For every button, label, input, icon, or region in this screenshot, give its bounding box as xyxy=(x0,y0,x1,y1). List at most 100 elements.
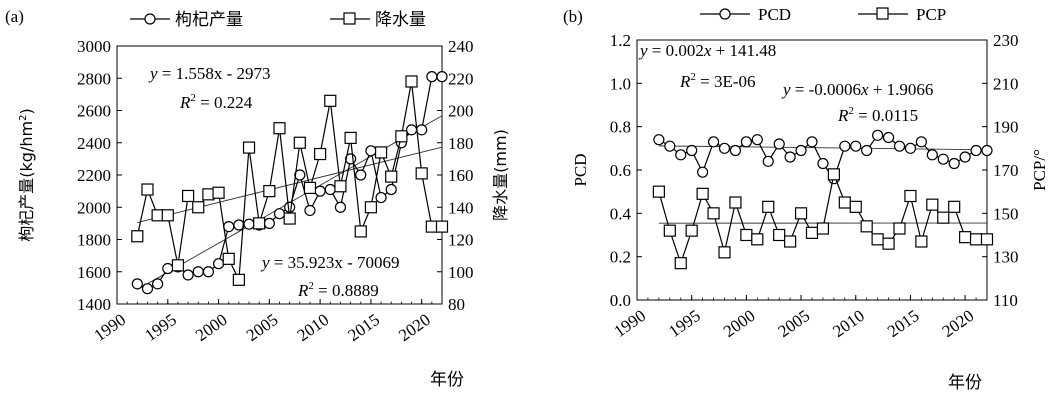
data-point-circle xyxy=(730,146,740,156)
panel-a-yield-equation: y = 35.923x - 70069 xyxy=(260,253,400,272)
data-point-circle xyxy=(224,222,234,232)
y-left-tick-label: 2800 xyxy=(77,69,111,88)
data-point-square xyxy=(274,123,285,134)
data-point-square xyxy=(284,213,295,224)
data-point-circle xyxy=(153,279,163,289)
data-point-circle xyxy=(774,139,784,149)
data-point-circle xyxy=(949,159,959,169)
y-left-tick-label: 1.0 xyxy=(610,74,631,93)
data-point-square xyxy=(365,202,376,213)
data-point-circle xyxy=(203,267,213,277)
y-left-tick-label: 1400 xyxy=(77,295,111,314)
data-point-square xyxy=(927,199,938,210)
panel-a-x-axis-title: 年份 xyxy=(430,370,464,390)
data-point-square xyxy=(172,260,183,271)
data-point-circle xyxy=(665,141,675,151)
data-point-square xyxy=(938,212,949,223)
data-point-square xyxy=(752,234,763,245)
panel-b-left-axis-title: PCD xyxy=(571,153,590,186)
data-point-circle xyxy=(698,167,708,177)
data-point-square xyxy=(193,202,204,213)
data-point-circle xyxy=(982,146,992,156)
data-point-circle xyxy=(654,135,664,145)
data-point-square xyxy=(982,234,993,245)
data-point-circle xyxy=(840,141,850,151)
y-right-tick-label: 110 xyxy=(993,291,1018,310)
data-point-square xyxy=(828,169,839,180)
panel-a-precip-r2: R2 = 0.224 xyxy=(179,92,253,112)
x-tick-label: 2000 xyxy=(192,310,231,345)
y-right-tick-label: 190 xyxy=(993,118,1019,137)
y-right-tick-label: 210 xyxy=(993,74,1019,93)
y-left-tick-label: 2600 xyxy=(77,102,111,121)
data-point-square xyxy=(325,95,336,106)
data-point-circle xyxy=(927,150,937,160)
y-right-tick-label: 230 xyxy=(993,31,1019,50)
data-point-square xyxy=(386,171,397,182)
data-point-circle xyxy=(335,202,345,212)
trendline-left-axis xyxy=(659,146,987,150)
y-left-tick-label: 1800 xyxy=(77,231,111,250)
data-point-circle xyxy=(417,125,427,135)
x-tick-label: 2005 xyxy=(775,306,814,341)
panel-b-pcd-equation: y = -0.0006x + 1.9066 xyxy=(781,80,933,99)
data-point-square xyxy=(894,223,905,234)
y-left-tick-label: 1.2 xyxy=(610,31,631,50)
y-right-tick-label: 180 xyxy=(448,134,474,153)
data-point-square xyxy=(905,191,916,202)
y-left-tick-label: 0.6 xyxy=(610,161,631,180)
panel-b-right-axis-title: PCP/° xyxy=(1030,149,1049,191)
data-point-circle xyxy=(916,137,926,147)
y-left-tick-label: 0.2 xyxy=(610,248,631,267)
panel-a-left-axis-title: 枸杞产量(kg/hm2) xyxy=(17,108,36,241)
y-left-tick-label: 2200 xyxy=(77,166,111,185)
data-point-circle xyxy=(305,205,315,215)
data-point-circle xyxy=(687,146,697,156)
legend-precip-label: 降水量 xyxy=(375,10,426,30)
data-point-square xyxy=(719,247,730,258)
panel-b-pcp-equation: y = 0.002x + 141.48 xyxy=(638,41,776,60)
legend-pcd-label: PCD xyxy=(758,5,791,24)
legend-precip-marker xyxy=(344,13,355,24)
data-point-circle xyxy=(960,152,970,162)
data-point-square xyxy=(807,227,818,238)
data-point-square xyxy=(664,225,675,236)
x-tick-label: 2010 xyxy=(829,306,868,341)
data-point-square xyxy=(426,221,437,232)
data-point-circle xyxy=(376,193,386,203)
x-tick-label: 1995 xyxy=(665,306,704,341)
panel-b-series xyxy=(653,130,992,268)
data-point-square xyxy=(416,168,427,179)
y-right-tick-label: 80 xyxy=(448,295,465,314)
y-right-tick-label: 200 xyxy=(448,102,474,121)
panel-b-label: (b) xyxy=(563,7,583,26)
panel-b-legend: PCD PCP xyxy=(700,5,946,24)
x-tick-label: 1990 xyxy=(90,310,129,345)
data-point-circle xyxy=(244,219,254,229)
y-left-tick-label: 0.0 xyxy=(610,291,631,310)
data-point-square xyxy=(653,186,664,197)
data-point-square xyxy=(406,76,417,87)
data-point-square xyxy=(949,201,960,212)
legend-pcp-label: PCP xyxy=(916,5,946,24)
panel-a-legend: 枸杞产量 降水量 xyxy=(130,10,426,30)
data-point-circle xyxy=(183,270,193,280)
data-point-square xyxy=(850,201,861,212)
data-point-circle xyxy=(862,146,872,156)
data-point-circle xyxy=(796,146,806,156)
data-point-square xyxy=(142,184,153,195)
data-point-circle xyxy=(938,154,948,164)
x-tick-label: 1995 xyxy=(141,310,180,345)
y-right-tick-label: 120 xyxy=(448,231,474,250)
data-point-square xyxy=(872,234,883,245)
data-point-square xyxy=(971,234,982,245)
data-point-square xyxy=(916,236,927,247)
data-point-circle xyxy=(895,141,905,151)
data-point-square xyxy=(730,197,741,208)
y-right-tick-label: 240 xyxy=(448,37,474,56)
data-point-square xyxy=(697,188,708,199)
y-right-tick-label: 170 xyxy=(993,161,1019,180)
y-right-tick-label: 160 xyxy=(448,166,474,185)
